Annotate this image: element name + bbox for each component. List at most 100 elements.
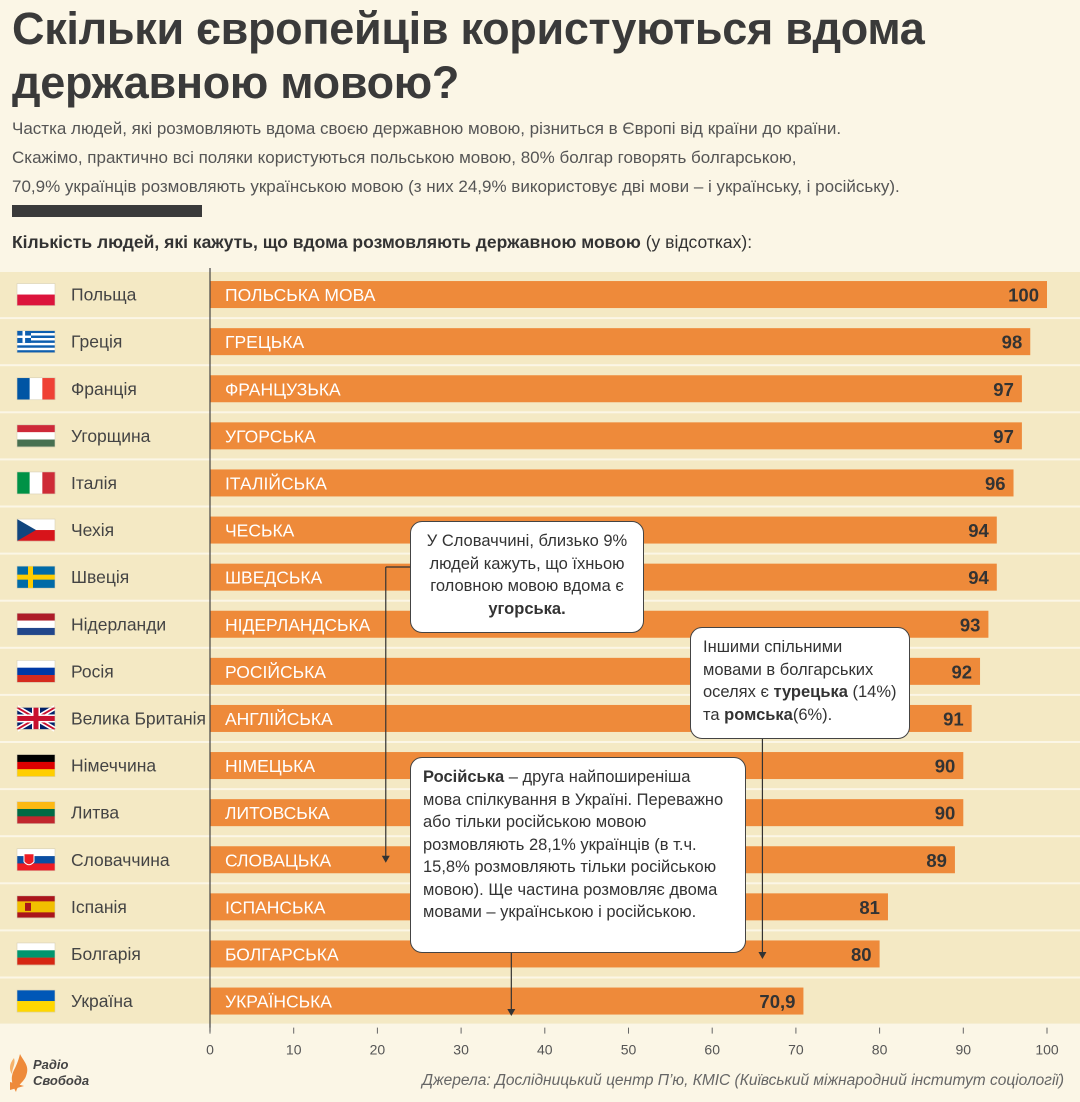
note-bulgaria-text-1: Іншими спільними мовами в болгарських ос… bbox=[703, 638, 874, 701]
flag-band bbox=[17, 620, 55, 629]
flag-stripe bbox=[17, 335, 55, 339]
note-ukraine-bold: Російська bbox=[423, 768, 505, 786]
bar-value-label: 100 bbox=[1008, 285, 1039, 306]
bar-value-label: 91 bbox=[943, 708, 964, 729]
bar bbox=[210, 375, 1022, 403]
flag-band bbox=[17, 990, 55, 1002]
country-label: Греція bbox=[71, 332, 122, 352]
bar bbox=[210, 469, 1014, 497]
flag-emblem bbox=[25, 902, 31, 911]
bar-language-label: УГОРСЬКА bbox=[225, 426, 316, 446]
country-label: Угорщина bbox=[71, 426, 151, 446]
flag-band bbox=[17, 1001, 55, 1013]
flag-band bbox=[42, 471, 56, 494]
bar bbox=[210, 328, 1031, 356]
country-label: Нідерланди bbox=[71, 614, 166, 634]
slovakia-flag bbox=[16, 848, 56, 872]
netherlands-flag bbox=[16, 612, 56, 636]
bar-value-label: 90 bbox=[935, 756, 956, 777]
bar bbox=[210, 987, 804, 1015]
note-slovakia-text: У Словаччині, близько 9% людей кажуть, щ… bbox=[426, 532, 628, 595]
flag-band bbox=[17, 816, 55, 824]
x-tick-label: 30 bbox=[453, 1042, 469, 1058]
flag-band bbox=[17, 957, 55, 966]
germany-flag bbox=[16, 754, 56, 777]
x-tick-label: 100 bbox=[1035, 1042, 1059, 1058]
flag-band bbox=[17, 432, 55, 440]
bar-value-label: 96 bbox=[985, 473, 1006, 494]
x-tick-label: 90 bbox=[956, 1042, 972, 1058]
flag-band bbox=[17, 530, 55, 542]
note-bulgaria: Іншими спільними мовами в болгарських ос… bbox=[690, 627, 910, 739]
bar-language-label: ГРЕЦЬКА bbox=[225, 332, 304, 352]
x-tick-label: 80 bbox=[872, 1042, 888, 1058]
source-note: Джерела: Дослідницький центр П’ю, КМІС (… bbox=[422, 1072, 1064, 1089]
bar-value-label: 92 bbox=[951, 661, 972, 682]
flag-band bbox=[17, 667, 55, 676]
flag-band bbox=[17, 942, 55, 951]
spain-flag bbox=[16, 895, 56, 919]
country-label: Росія bbox=[71, 661, 114, 681]
bar-value-label: 80 bbox=[851, 944, 872, 965]
flag-band bbox=[17, 901, 55, 908]
flag-stripe bbox=[17, 347, 55, 351]
flag-stripe bbox=[17, 333, 55, 336]
radio-svoboda-flame-icon bbox=[9, 1054, 28, 1092]
logo-line-1: Радіо bbox=[33, 1057, 69, 1072]
country-label: Україна bbox=[71, 991, 133, 1011]
flag-band bbox=[17, 283, 55, 295]
country-label: Польща bbox=[71, 285, 137, 305]
bar-language-label: АНГЛІЙСЬКА bbox=[225, 708, 333, 729]
france-flag bbox=[16, 377, 56, 401]
flag-triangle bbox=[17, 519, 36, 542]
flag-band bbox=[17, 294, 55, 306]
bar-value-label: 70,9 bbox=[759, 991, 795, 1012]
flag-stripe bbox=[17, 342, 55, 346]
flag-band bbox=[29, 377, 43, 400]
bar-value-label: 93 bbox=[960, 614, 981, 635]
bar-language-label: РОСІЙСЬКА bbox=[225, 661, 326, 682]
bar-value-label: 90 bbox=[935, 803, 956, 824]
flag-band bbox=[17, 950, 55, 958]
note-bulgaria-arrow-head bbox=[758, 951, 767, 959]
lithuania-flag bbox=[16, 801, 56, 824]
note-slovakia-bold: угорська. bbox=[488, 599, 566, 618]
x-tick-label: 40 bbox=[537, 1042, 553, 1058]
flag-band bbox=[17, 769, 55, 777]
flag-cross bbox=[17, 715, 55, 721]
flag-band bbox=[17, 906, 55, 913]
bar-language-label: ЧЕСЬКА bbox=[225, 521, 295, 541]
country-label: Іспанія bbox=[71, 897, 127, 917]
note-ukraine-arrow-head bbox=[507, 1009, 516, 1017]
flag-band bbox=[17, 627, 55, 636]
czech-flag bbox=[16, 518, 56, 542]
logo-text: Радіо Свобода bbox=[33, 1057, 89, 1089]
country-label: Литва bbox=[71, 803, 119, 823]
bar-value-label: 98 bbox=[1002, 332, 1023, 353]
bar-value-label: 94 bbox=[968, 520, 989, 541]
flag-band bbox=[17, 848, 55, 857]
bar-language-label: ЛИТОВСЬКА bbox=[225, 803, 330, 823]
note-slovakia-arrow-head bbox=[381, 855, 390, 863]
ukraine-flag bbox=[16, 989, 56, 1013]
note-slovakia: У Словаччині, близько 9% людей кажуть, щ… bbox=[410, 521, 644, 633]
sweden-flag bbox=[16, 565, 56, 589]
chart-heading: Кількість людей, які кажуть, що вдома ро… bbox=[12, 232, 752, 253]
title-divider bbox=[12, 205, 202, 217]
flag-emblem bbox=[23, 853, 35, 866]
bar-language-label: ШВЕДСЬКА bbox=[225, 568, 323, 588]
poland-flag bbox=[16, 283, 56, 306]
flag-band bbox=[17, 439, 55, 448]
flag-band bbox=[29, 471, 43, 494]
flag-band bbox=[17, 613, 55, 621]
bar-language-label: СЛОВАЦЬКА bbox=[225, 850, 332, 870]
uk-flag bbox=[16, 707, 56, 730]
flag-band bbox=[17, 912, 55, 919]
bar-value-label: 97 bbox=[993, 426, 1014, 447]
bar-language-label: ФРАНЦУЗЬКА bbox=[225, 379, 341, 399]
chart-heading-bold: Кількість людей, які кажуть, що вдома ро… bbox=[12, 232, 641, 252]
flag-stripe bbox=[17, 350, 55, 353]
flag-band bbox=[17, 761, 55, 770]
bar-language-label: ПОЛЬСЬКА МОВА bbox=[225, 285, 376, 305]
note-ukraine: Російська – друга найпоширеніша мова спі… bbox=[410, 757, 746, 953]
